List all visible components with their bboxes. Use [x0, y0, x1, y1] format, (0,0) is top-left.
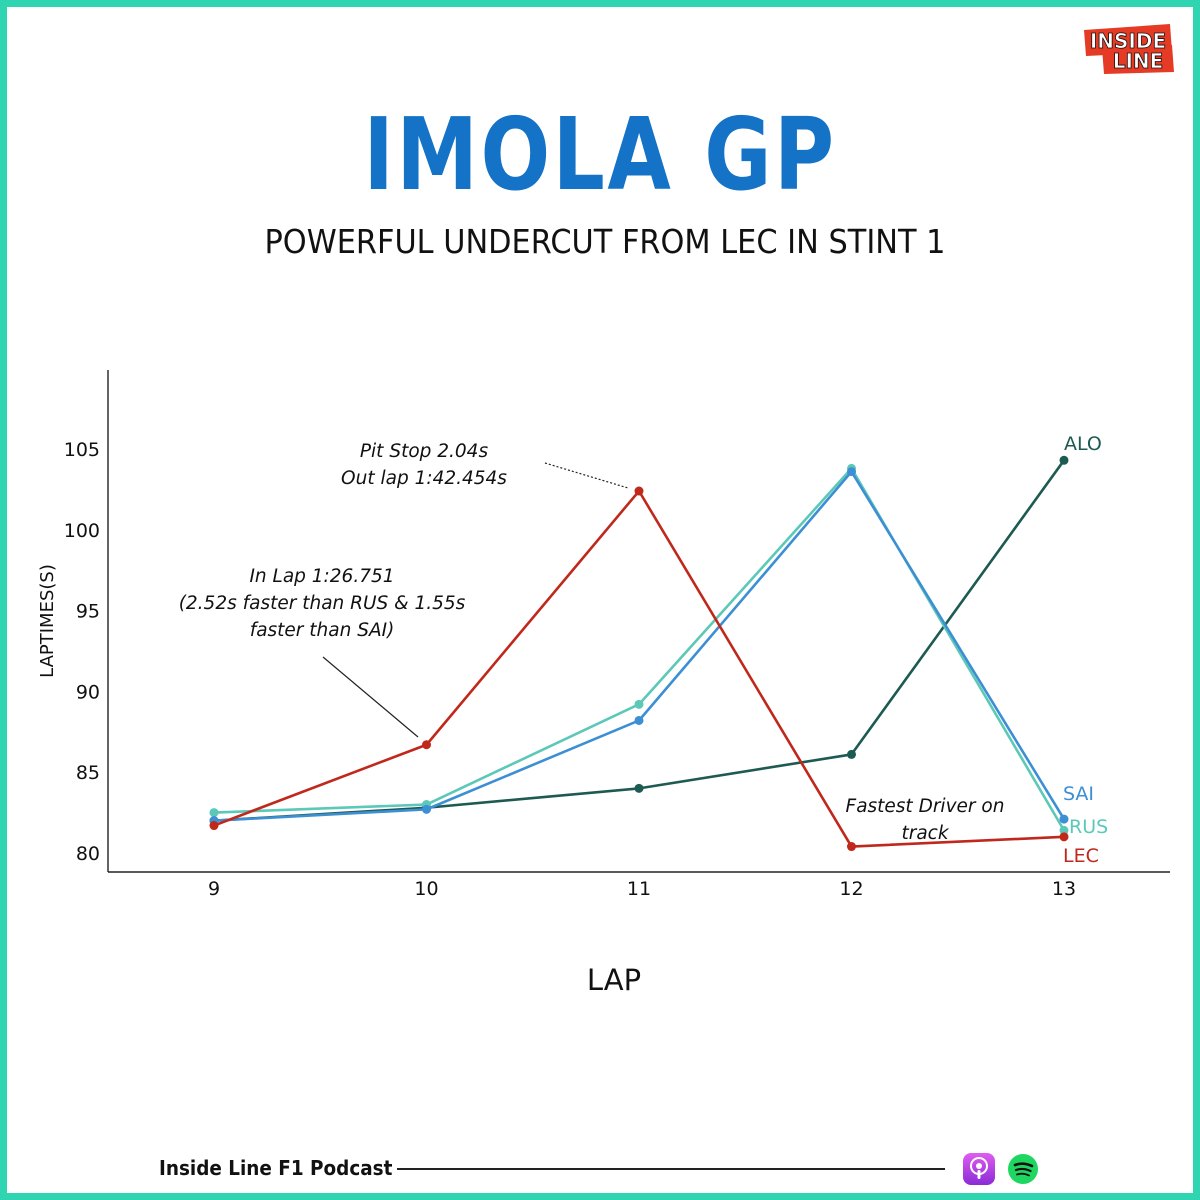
data-point-rus	[209, 808, 219, 818]
chart-axes: 9 10 11 12 13 80 85 90 95 100 105 LAP LAPTIMES(S)	[37, 370, 1170, 997]
x-tick-label: 11	[627, 878, 651, 900]
data-point-lec	[1059, 832, 1069, 842]
x-tick-label: 9	[208, 878, 220, 900]
page-title: IMOLA GP	[363, 96, 837, 213]
data-point-lec	[847, 842, 856, 852]
data-point-lec	[209, 821, 219, 831]
annotation-pointer	[322, 656, 419, 738]
x-tick-label: 12	[839, 878, 863, 900]
data-point-sai	[634, 715, 644, 725]
data-point-sai	[847, 467, 856, 477]
annotation-pointer	[544, 462, 629, 489]
annotation-text-line: Fastest Driver on	[846, 796, 1005, 817]
data-point-lec	[422, 740, 431, 750]
series-label-rus: RUS	[1069, 816, 1108, 838]
annotation-fastest: Fastest Driver on track	[846, 796, 1005, 844]
series-line-lec	[213, 489, 1065, 848]
y-tick-label: 95	[76, 601, 100, 623]
annotation-in-lap: In Lap 1:26.751 (2.52s faster than RUS & …	[179, 566, 466, 738]
y-tick-label: 90	[76, 681, 100, 703]
y-tick-label: 80	[76, 843, 100, 865]
data-point-lec	[634, 486, 644, 496]
data-point-sai	[1059, 814, 1069, 824]
annotation-text-line: Pit Stop 2.04s	[360, 441, 489, 462]
annotation-text-line: In Lap 1:26.751	[249, 566, 394, 587]
series-lec	[209, 486, 1069, 852]
footer-divider	[397, 1168, 945, 1170]
series-label-sai: SAI	[1063, 783, 1094, 805]
annotation-layer: In Lap 1:26.751 (2.52s faster than RUS & …	[179, 441, 1005, 844]
logo-line2: LINE	[1113, 49, 1164, 73]
series-line-sai	[213, 470, 1066, 822]
y-axis-title: LAPTIMES(S)	[37, 564, 58, 678]
inside-line-logo: INSIDE LINE	[1084, 24, 1174, 74]
series-sai	[209, 467, 1069, 826]
spotify-icon[interactable]	[1007, 1153, 1039, 1185]
y-tick-label: 100	[64, 520, 100, 542]
podcast-name: Inside Line F1 Podcast	[159, 1156, 393, 1180]
data-point-sai	[422, 804, 431, 814]
series-label-alo: ALO	[1064, 433, 1102, 455]
annotation-pit-stop: Pit Stop 2.04s Out lap 1:42.454s	[341, 441, 629, 489]
logo-line1: INSIDE	[1090, 29, 1166, 53]
annotation-text-line: track	[901, 823, 949, 844]
data-point-alo	[634, 783, 644, 793]
annotation-text-line: Out lap 1:42.454s	[341, 468, 507, 489]
apple-podcasts-icon[interactable]	[963, 1153, 995, 1185]
series-label-lec: LEC	[1063, 845, 1099, 867]
y-tick-label: 85	[76, 762, 100, 784]
y-tick-label: 105	[64, 439, 100, 461]
x-tick-label: 13	[1052, 878, 1076, 900]
series-layer	[209, 455, 1069, 852]
x-tick-label: 10	[414, 878, 438, 900]
data-point-rus	[634, 699, 644, 709]
data-point-alo	[847, 749, 856, 759]
x-axis-title: LAP	[587, 963, 641, 997]
data-point-alo	[1059, 455, 1069, 465]
data-point-rus	[1059, 825, 1069, 835]
labels-layer: ALO RUS SAI LEC	[1063, 433, 1108, 867]
annotation-text-line: faster than SAI)	[250, 620, 395, 641]
page-subtitle: POWERFUL UNDERCUT FROM LEC IN STINT 1	[264, 222, 946, 261]
annotation-text-line: (2.52s faster than RUS & 1.55s	[179, 593, 466, 614]
